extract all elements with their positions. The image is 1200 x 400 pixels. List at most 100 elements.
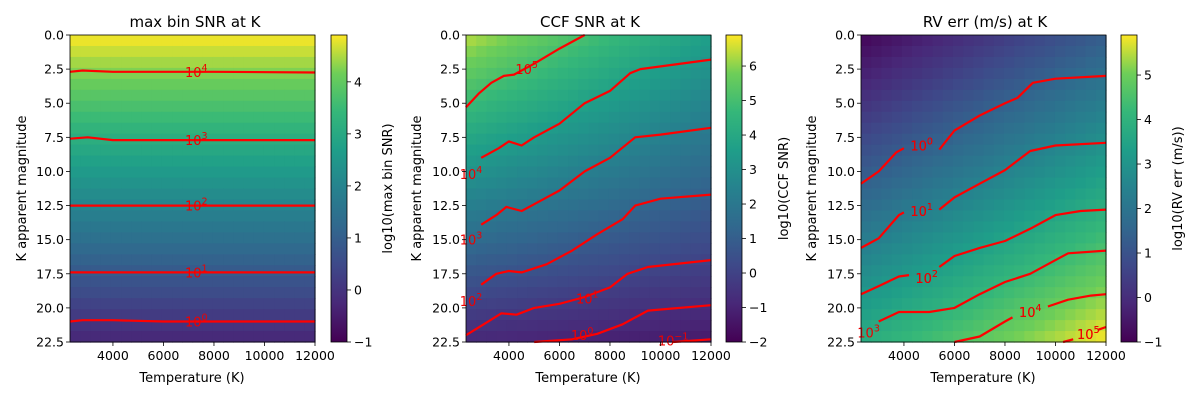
heatmap-cell <box>1014 45 1025 58</box>
heatmap-cell <box>700 320 712 332</box>
heatmap-cell <box>161 265 173 277</box>
heatmap-cell <box>476 287 488 299</box>
heatmap-cell <box>476 45 488 58</box>
heatmap-cell <box>1085 221 1097 233</box>
heatmap-cell <box>871 221 883 233</box>
heatmap-cell <box>901 287 913 299</box>
x-tick-label: 12000 <box>691 348 731 363</box>
heatmap-cell <box>243 320 255 332</box>
heatmap-cell <box>952 78 964 91</box>
heatmap-cell <box>537 188 549 201</box>
heatmap-cell <box>1024 254 1036 266</box>
heatmap-cell <box>1085 320 1097 332</box>
heatmap-cell <box>1065 35 1076 47</box>
heatmap-cell <box>202 177 214 190</box>
heatmap-cell <box>223 331 234 343</box>
heatmap-cell <box>537 309 549 321</box>
heatmap-cell <box>172 100 183 113</box>
heatmap-cell <box>598 166 610 179</box>
heatmap-cell <box>588 320 600 332</box>
heatmap-cell <box>161 122 173 135</box>
heatmap-cell <box>476 331 488 343</box>
heatmap-cell <box>161 177 173 190</box>
heatmap-cell <box>80 111 92 124</box>
heatmap-cell <box>90 45 102 58</box>
heatmap-cell <box>568 232 579 244</box>
heatmap-cell <box>619 155 630 168</box>
heatmap-cell <box>983 89 995 102</box>
heatmap-cell <box>861 210 872 222</box>
heatmap-cell <box>871 199 883 212</box>
heatmap-cell <box>983 155 995 168</box>
y-tick-label: 10.0 <box>827 164 855 179</box>
heatmap-cell <box>649 177 661 190</box>
heatmap-cell <box>922 35 934 47</box>
heatmap-cell <box>547 221 559 233</box>
heatmap-cell <box>182 309 194 321</box>
heatmap-cell <box>942 111 954 124</box>
heatmap-cell <box>131 111 143 124</box>
heatmap-cell <box>932 144 944 157</box>
heatmap-cell <box>942 155 954 168</box>
heatmap-cell <box>993 199 1005 212</box>
heatmap-cell <box>517 188 528 201</box>
heatmap-cell <box>223 144 234 157</box>
x-tick-label: 12000 <box>295 348 335 363</box>
heatmap-cell <box>891 254 903 266</box>
heatmap-cell <box>871 122 883 135</box>
colorbar-tick-label: 5 <box>749 93 757 108</box>
heatmap-cell <box>659 232 671 244</box>
heatmap-cell <box>932 67 944 80</box>
heatmap-cell <box>80 45 92 58</box>
heatmap-cell <box>557 133 569 146</box>
contour-line <box>480 193 712 286</box>
heatmap-cell <box>912 56 923 69</box>
heatmap-cell <box>568 309 579 321</box>
heatmap-cell <box>922 78 934 91</box>
heatmap-cell <box>670 188 681 201</box>
heatmap-cell <box>639 100 651 113</box>
heatmap-cell <box>639 155 651 168</box>
heatmap-cell <box>1085 254 1097 266</box>
heatmap-cell <box>983 78 995 91</box>
heatmap-cell <box>141 254 153 266</box>
heatmap-cell <box>690 155 702 168</box>
heatmap-cell <box>151 100 163 113</box>
heatmap-cell <box>942 243 954 255</box>
heatmap-cell <box>700 243 712 255</box>
heatmap-cell <box>973 276 985 288</box>
heatmap-cell <box>578 210 590 222</box>
heatmap-cell <box>274 221 285 233</box>
contour-line <box>465 259 712 337</box>
heatmap-cell <box>1034 67 1046 80</box>
y-tick-label: 0.0 <box>44 28 64 43</box>
heatmap-cell <box>80 265 92 277</box>
heatmap-cell <box>466 265 477 277</box>
heatmap-cell <box>557 177 569 190</box>
heatmap-cell <box>983 254 995 266</box>
heatmap-cell <box>212 254 224 266</box>
y-tick-label: 5.0 <box>440 96 460 111</box>
heatmap-cell <box>1095 287 1107 299</box>
heatmap-cell <box>1024 287 1036 299</box>
heatmap-cell <box>598 276 610 288</box>
heatmap-cell <box>963 298 974 310</box>
heatmap-cell <box>629 221 641 233</box>
contour-label-exponent: 1 <box>202 263 208 274</box>
heatmap-cell <box>284 276 296 288</box>
heatmap-cell <box>932 35 944 47</box>
heatmap-cell <box>243 166 255 179</box>
heatmap-cell <box>942 210 954 222</box>
contour-label: 10−1 <box>658 332 689 350</box>
heatmap-cell <box>922 320 934 332</box>
x-axis-title: Temperature (K) <box>929 371 1035 386</box>
heatmap-cell <box>1014 122 1025 135</box>
heatmap-field <box>861 35 1107 343</box>
heatmap-cell <box>608 56 620 69</box>
heatmap-cell <box>1085 287 1097 299</box>
heatmap-cell <box>131 78 143 91</box>
heatmap-cell <box>912 111 923 124</box>
contour-line <box>69 69 316 74</box>
heatmap-cell <box>1044 287 1056 299</box>
heatmap-cell <box>486 232 498 244</box>
